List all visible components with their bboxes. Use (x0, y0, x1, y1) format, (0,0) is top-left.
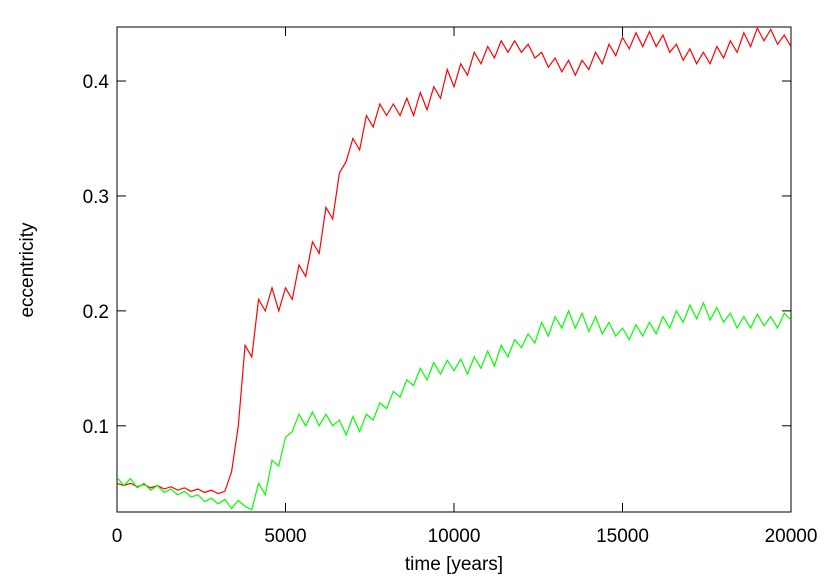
x-tick-label: 0 (112, 526, 123, 547)
x-tick-label: 5000 (264, 526, 306, 547)
y-tick-label: 0.4 (83, 72, 110, 93)
y-tick-label: 0.3 (83, 187, 109, 208)
plot-frame (116, 26, 792, 513)
series-line (117, 27, 791, 495)
x-tick-label: 15000 (596, 526, 649, 547)
x-tick-label: 10000 (428, 526, 481, 547)
series-line (117, 301, 791, 511)
x-axis-label: time [years] (405, 554, 503, 575)
y-tick-label: 0.1 (83, 417, 109, 438)
x-tick-label: 20000 (765, 526, 818, 547)
y-axis-label: eccentricity (17, 222, 38, 318)
y-tick-label: 0.2 (83, 302, 109, 323)
